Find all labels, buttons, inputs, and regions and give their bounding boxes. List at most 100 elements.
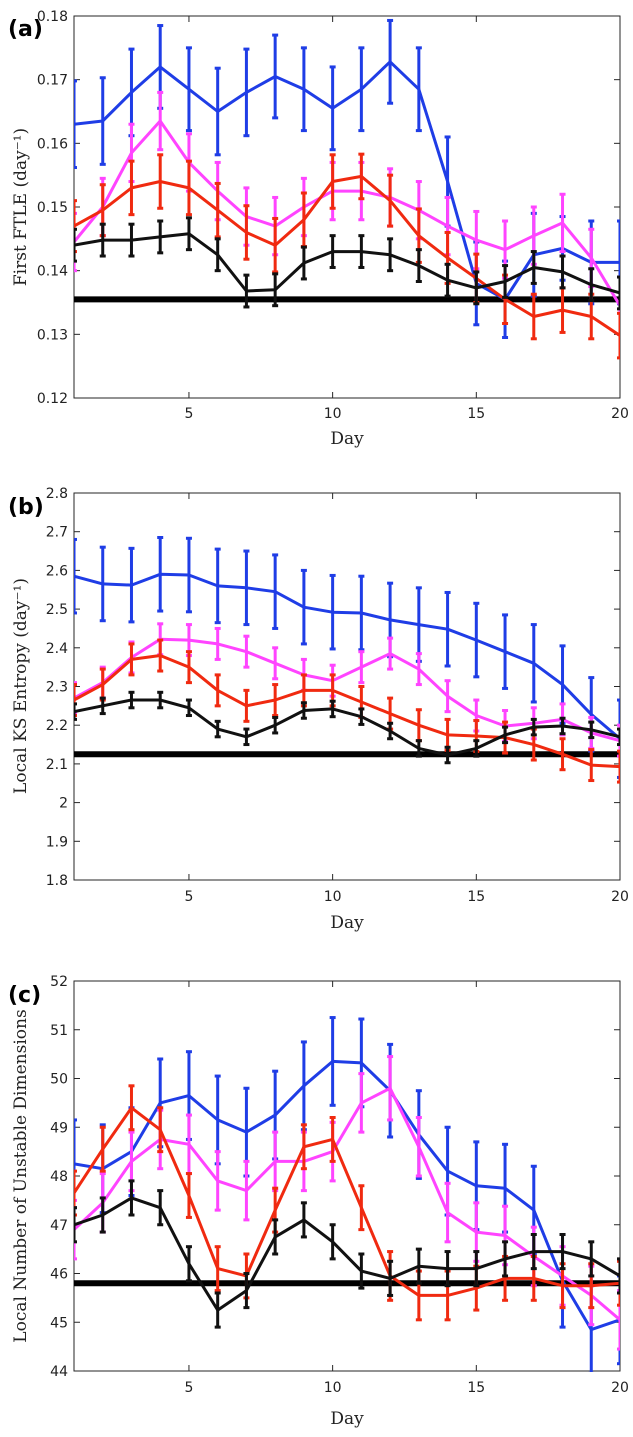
data-point-black (159, 1206, 162, 1209)
data-point-black (561, 270, 564, 274)
y-tick-label: 52 (50, 974, 68, 990)
data-point-black (503, 280, 507, 283)
data-point-magenta (388, 652, 392, 655)
x-tick-label: 15 (467, 889, 485, 905)
data-point-black (187, 1262, 191, 1265)
data-point-red (360, 700, 363, 704)
data-point-magenta (187, 638, 191, 642)
data-point-black (130, 698, 133, 702)
data-point-magenta (590, 256, 593, 260)
y-tick-label: 0.14 (37, 264, 68, 280)
data-point-blue (216, 1118, 219, 1122)
data-point-black (245, 1289, 248, 1292)
series-line-magenta (74, 119, 620, 307)
data-point-magenta (245, 1189, 248, 1192)
data-point-magenta (159, 119, 162, 123)
data-point-blue (273, 75, 277, 78)
panel-a: (a) 0.12 0.13 0.14 0.15 0.16 0.17 0.18 5 10 15 20 Da… (8, 9, 629, 449)
data-point-black (216, 1308, 219, 1312)
data-point-magenta (360, 1101, 363, 1105)
data-point-black (532, 266, 535, 269)
data-point-magenta (561, 221, 564, 225)
data-point-red (187, 665, 191, 669)
data-point-red (360, 1206, 363, 1209)
data-point-red (273, 244, 277, 247)
data-point-red (446, 256, 449, 260)
data-point-blue (302, 605, 306, 609)
panel-c: (c) 44 45 46 47 48 49 50 51 52 5 10 15 20 Day Local Num… (8, 974, 629, 1429)
data-point-blue (245, 1130, 248, 1134)
data-point-black (561, 1250, 564, 1253)
data-point-magenta (475, 1230, 478, 1234)
data-point-red (273, 698, 277, 702)
panel-label-a: (a) (8, 17, 43, 42)
data-point-magenta (475, 714, 478, 717)
y-tick-label: 2.6 (46, 563, 68, 579)
data-point-red (590, 763, 593, 767)
data-point-magenta (446, 224, 449, 228)
data-point-magenta (503, 1234, 507, 1237)
data-point-red (331, 1138, 334, 1141)
data-point-red (130, 186, 133, 190)
x-tick-label: 10 (324, 406, 342, 422)
data-point-black (618, 1274, 620, 1278)
series-line-black (74, 232, 620, 295)
series-line-black (74, 1196, 620, 1312)
y-tick-label: 45 (50, 1315, 68, 1331)
data-point-red (417, 724, 421, 727)
data-point-black (74, 710, 76, 713)
data-point-red (159, 654, 162, 657)
data-point-red (216, 208, 219, 212)
y-tick-label: 0.17 (37, 73, 68, 89)
data-point-red (618, 334, 620, 337)
data-point-red (101, 208, 104, 212)
y-tick-label: 0.12 (37, 391, 68, 407)
data-point-black (302, 709, 306, 712)
data-point-black (618, 291, 620, 295)
data-point-black (475, 286, 478, 290)
data-point-blue (187, 88, 191, 91)
data-point-red (331, 180, 334, 183)
data-point-red (532, 1277, 535, 1280)
data-layer-a (74, 18, 620, 360)
y-tick-label: 0.15 (37, 200, 68, 216)
x-tick-label: 10 (324, 889, 342, 905)
data-point-blue (159, 1101, 162, 1105)
y-tick-label: 46 (50, 1267, 68, 1283)
series-line-red (74, 174, 620, 337)
data-point-black (302, 261, 306, 265)
y-tick-label: 1.8 (46, 873, 68, 889)
data-point-red (130, 1106, 133, 1109)
data-point-blue (561, 683, 564, 686)
data-point-black (245, 735, 248, 739)
data-point-red (503, 1277, 507, 1280)
data-point-red (532, 743, 535, 746)
data-point-red (130, 658, 133, 661)
data-point-black (331, 1240, 334, 1244)
y-tick-label: 48 (50, 1169, 68, 1185)
data-point-red (388, 199, 392, 202)
data-point-magenta (417, 1145, 421, 1148)
data-point-blue (618, 261, 620, 264)
y-tick-label: 2.7 (46, 525, 68, 541)
data-point-magenta (216, 1179, 219, 1183)
data-point-black (302, 1218, 306, 1222)
data-point-blue (360, 88, 363, 91)
y-tick-label: 0.13 (37, 327, 68, 343)
data-point-blue (360, 611, 363, 615)
data-point-red (245, 231, 248, 234)
data-point-red (302, 689, 306, 692)
data-point-blue (503, 650, 507, 653)
data-point-magenta (446, 694, 449, 698)
data-point-blue (475, 1184, 478, 1187)
data-point-blue (331, 610, 334, 614)
data-point-magenta (273, 1160, 277, 1163)
data-point-blue (302, 1084, 306, 1088)
data-point-red (561, 308, 564, 312)
data-point-blue (101, 582, 104, 586)
data-point-red (74, 1191, 76, 1195)
data-point-black (503, 733, 507, 737)
data-point-black (417, 747, 421, 750)
series-line-blue (74, 60, 620, 301)
